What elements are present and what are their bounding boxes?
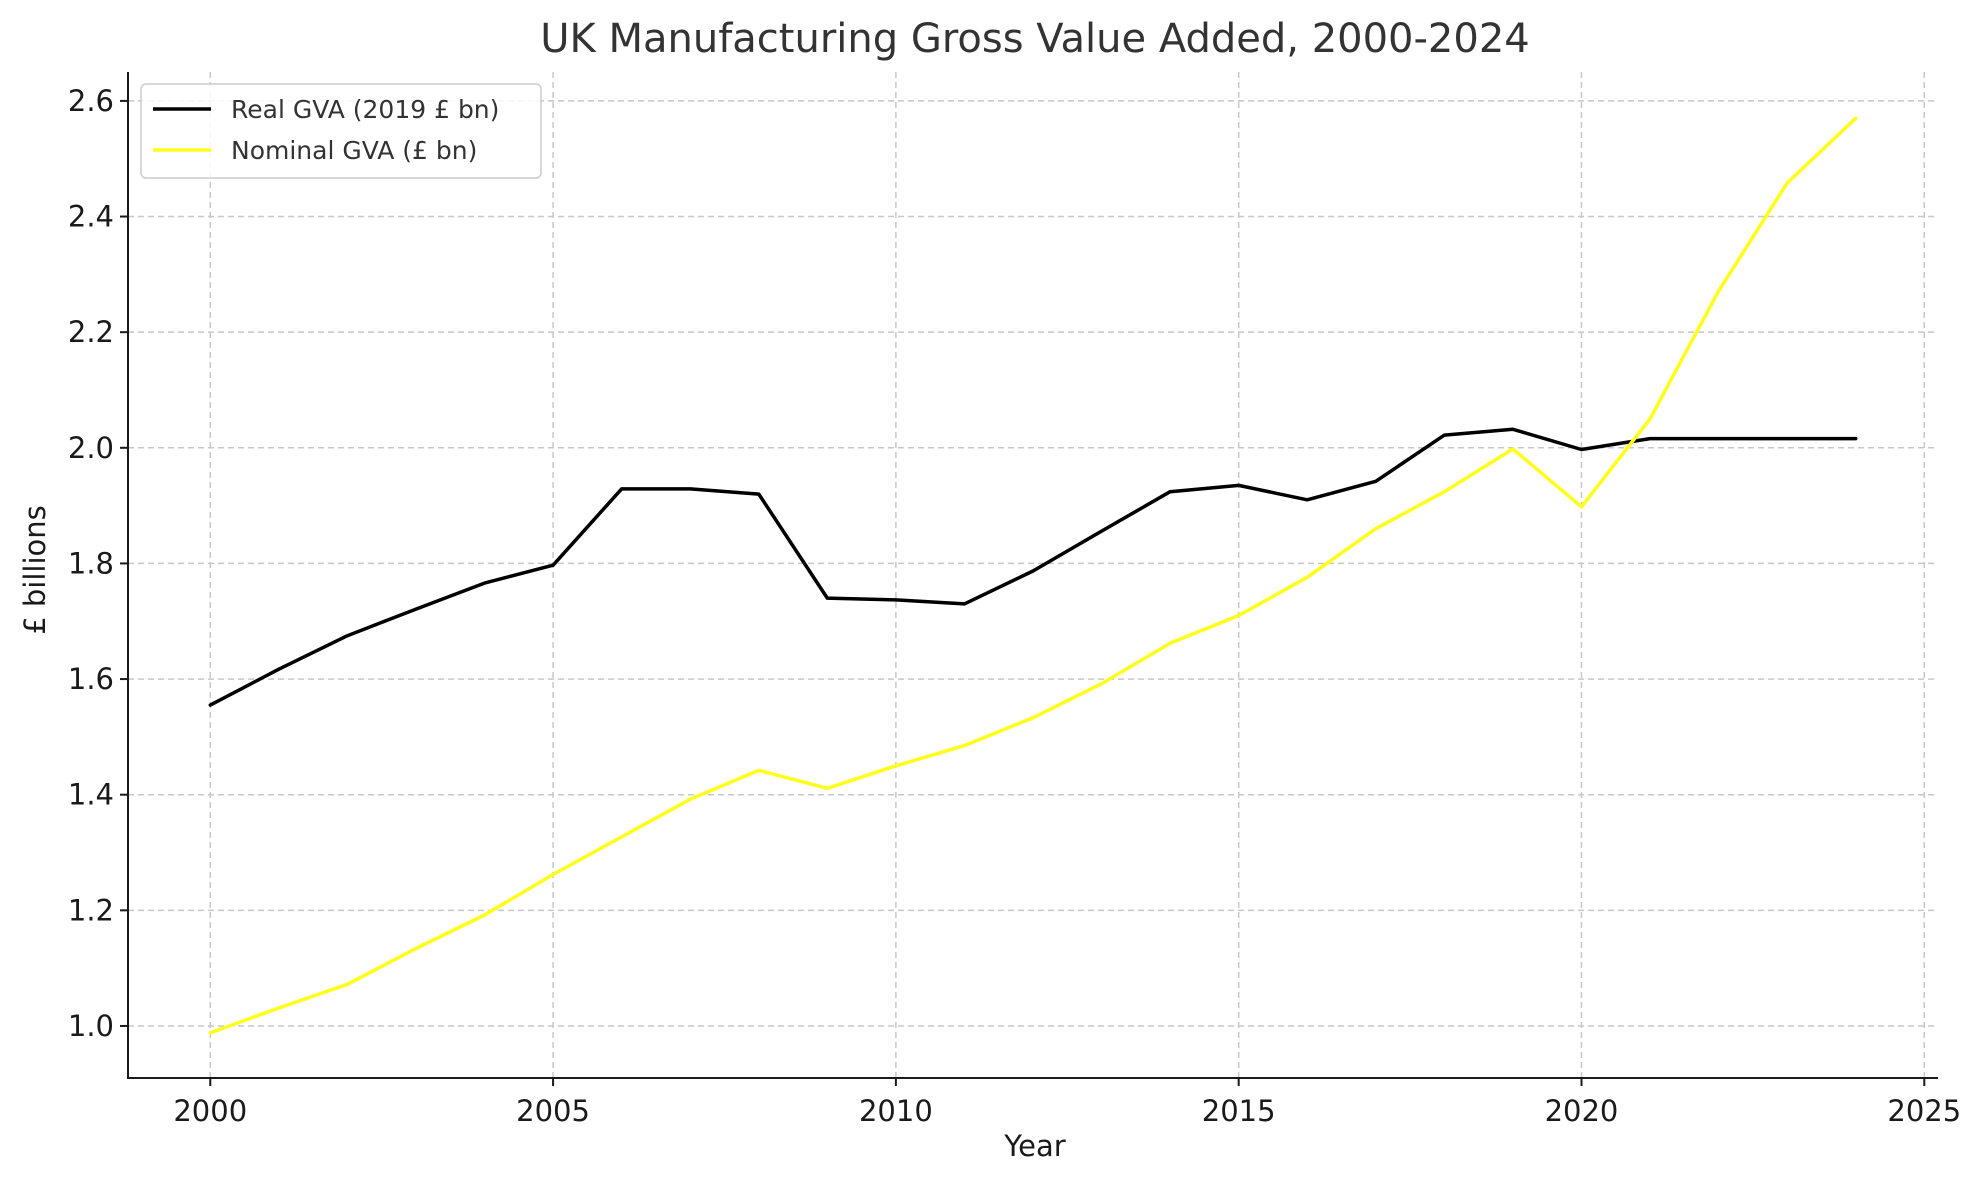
series-line-1 [208,116,1858,1035]
x-tick-label: 2005 [516,1094,590,1128]
y-tick-label: 2.0 [68,431,114,465]
y-tick-label: 1.2 [68,893,114,927]
y-tick-label: 2.2 [68,315,114,349]
series-line-0 [208,427,1858,707]
y-tick-label: 1.4 [68,778,114,812]
y-tick-label: 2.4 [68,200,114,234]
x-tick-label: 2015 [1202,1094,1276,1128]
x-tick-label: 2025 [1887,1094,1961,1128]
series-lines [208,116,1858,1035]
legend-label: Real GVA (2019 £ bn) [231,95,499,124]
x-tick-label: 2000 [173,1094,247,1128]
y-axis-label: £ billions [18,505,52,635]
axis-spines [127,72,1938,1079]
legend-label: Nominal GVA (£ bn) [231,136,477,165]
axes: 2000 2005 2010 2015 2020 2025 1.0 1.2 1.4 1.6 1.8 2… [68,72,1961,1128]
legend-box [140,83,542,179]
grid-lines [128,72,1938,1078]
y-tick-label: 1.8 [68,546,114,580]
x-axis-label: Year [1003,1129,1065,1163]
y-tick-label: 1.6 [68,662,114,696]
y-tick-label: 1.0 [68,1009,114,1043]
x-tick-label: 2020 [1545,1094,1619,1128]
y-tick-label: 2.6 [68,84,114,118]
legend: Real GVA (2019 £ bn) Nominal GVA (£ bn) [140,83,542,179]
chart-title: UK Manufacturing Gross Value Added, 2000… [540,16,1529,62]
x-tick-label: 2010 [859,1094,933,1128]
